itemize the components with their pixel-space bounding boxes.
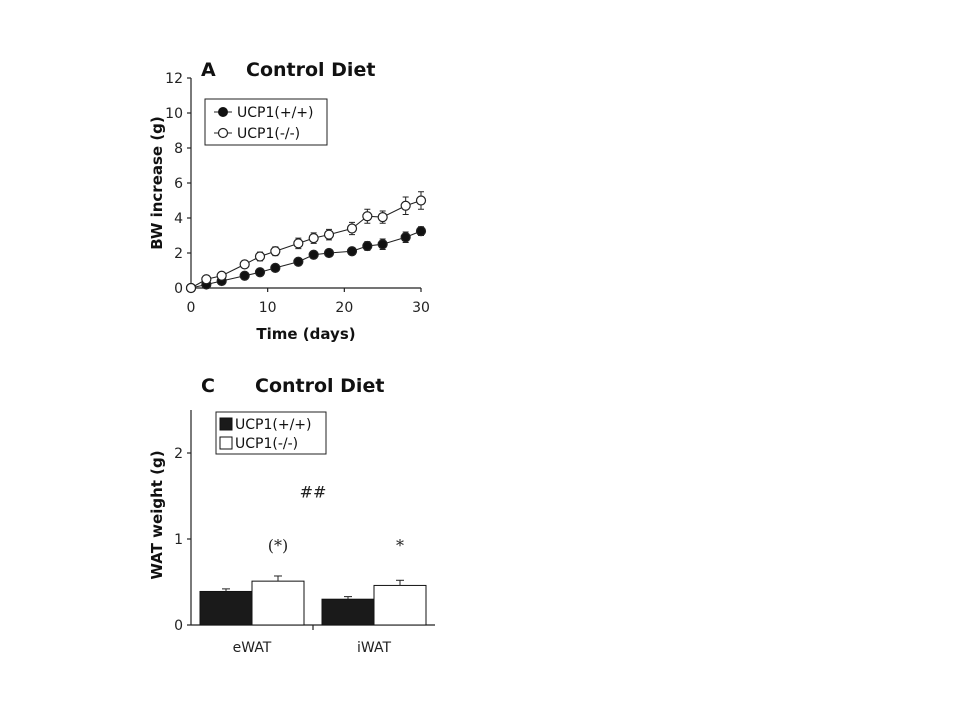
y-tick-label: 4	[174, 211, 183, 227]
legend-a-label-1: UCP1(+/+)	[237, 105, 313, 121]
significance-annotation: ##	[300, 483, 327, 502]
x-tick-label: iWAT	[357, 640, 391, 656]
y-tick-label: 2	[174, 246, 183, 262]
panel-c-title: Control Diet	[255, 375, 384, 397]
data-point	[415, 226, 427, 237]
panel-a-legend: UCP1(+/+) UCP1(-/-)	[204, 98, 328, 146]
panel-a-title: Control Diet	[246, 59, 375, 81]
y-tick-label: 1	[174, 532, 183, 548]
x-tick-label: 0	[187, 300, 196, 316]
data-point	[270, 246, 281, 257]
data-point	[185, 282, 197, 294]
legend-a-marker-open-circle	[217, 127, 229, 139]
data-point	[323, 247, 335, 259]
panel-a: A Control Diet 0 2 4 6 8 10 12 0 10 20 30 Time (d…	[148, 59, 430, 343]
data-point	[270, 262, 281, 273]
data-point	[293, 238, 304, 249]
data-point	[254, 267, 266, 278]
panel-c: C Control Diet 0 1 2 eWAT iWAT (*) * ## WAT w…	[148, 375, 435, 656]
panel-c-bars	[199, 575, 427, 630]
data-point	[254, 251, 266, 262]
legend-a-label-2: UCP1(-/-)	[237, 126, 300, 142]
panel-c-legend: UCP1(+/+) UCP1(-/-)	[215, 411, 327, 455]
data-point	[400, 200, 411, 211]
y-tick-label: 10	[165, 106, 183, 122]
panel-c-y-ticks: 0 1 2	[174, 446, 191, 634]
panel-a-y-ticks: 0 2 4 6 8 10 12	[165, 71, 191, 297]
bar	[321, 598, 375, 626]
panel-a-y-label: BW increase (g)	[148, 116, 166, 250]
data-point	[216, 270, 227, 281]
data-point	[293, 256, 304, 267]
panel-a-letter: A	[201, 59, 216, 81]
significance-annotation: (*)	[268, 536, 288, 555]
x-tick-label: 10	[259, 300, 277, 316]
bar	[251, 580, 305, 626]
data-point	[201, 274, 212, 285]
y-tick-label: 8	[174, 141, 183, 157]
y-tick-label: 0	[174, 281, 183, 297]
data-point	[400, 232, 411, 243]
panel-c-letter: C	[201, 375, 215, 397]
x-tick-label: eWAT	[233, 640, 272, 656]
panel-c-annotations: (*) * ##	[268, 483, 404, 555]
data-point	[239, 259, 250, 270]
x-tick-label: 30	[412, 300, 430, 316]
data-point	[362, 211, 373, 222]
data-point	[346, 223, 358, 234]
y-tick-label: 2	[174, 446, 183, 462]
legend-c-label-2: UCP1(-/-)	[235, 436, 298, 452]
panel-a-series	[185, 191, 427, 294]
bar	[199, 590, 253, 626]
panel-a-x-label: Time (days)	[256, 325, 355, 343]
panel-c-x-labels: eWAT iWAT	[233, 640, 392, 656]
legend-c-swatch-filled	[219, 417, 233, 431]
data-point	[239, 270, 250, 281]
data-point	[377, 239, 388, 250]
x-tick-label: 20	[335, 300, 353, 316]
panel-c-y-label: WAT weight (g)	[148, 450, 166, 579]
data-point	[377, 212, 388, 223]
panel-a-x-ticks: 0 10 20 30	[187, 288, 430, 316]
y-tick-label: 0	[174, 618, 183, 634]
y-tick-label: 12	[165, 71, 183, 87]
legend-a-marker-filled-circle	[218, 107, 228, 117]
legend-c-swatch-open	[219, 436, 233, 450]
data-point	[415, 195, 427, 206]
data-point	[362, 240, 373, 252]
data-point	[346, 246, 358, 257]
data-point	[323, 229, 335, 240]
significance-annotation: *	[396, 536, 404, 555]
data-point	[308, 233, 319, 244]
panel-c-legend-box	[215, 411, 327, 455]
bar	[373, 584, 427, 626]
legend-c-label-1: UCP1(+/+)	[235, 417, 311, 433]
y-tick-label: 6	[174, 176, 183, 192]
data-point	[308, 249, 319, 260]
